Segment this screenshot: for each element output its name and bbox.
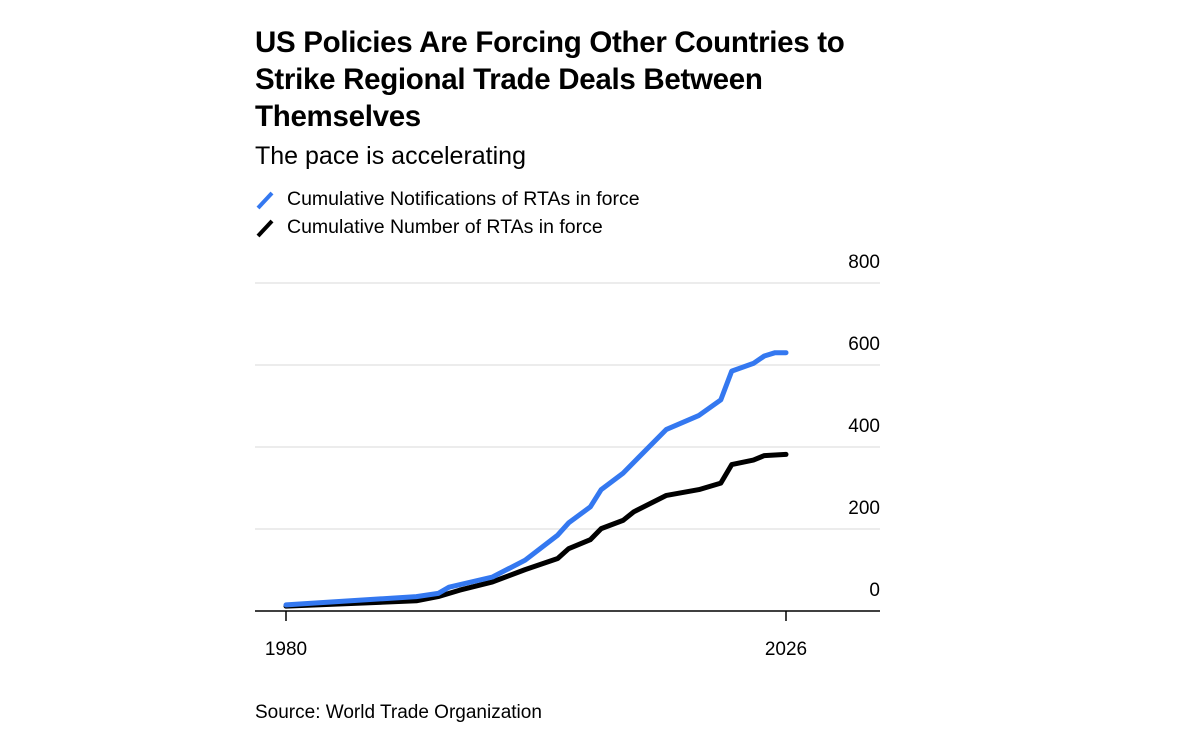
legend-label: Cumulative Notifications of RTAs in forc… (287, 188, 640, 210)
legend-label: Cumulative Number of RTAs in force (287, 216, 603, 238)
chart-title: US Policies Are Forcing Other Countries … (255, 26, 845, 133)
series-line-number-of-rtas (283, 451, 789, 609)
y-tick-label: 0 (869, 580, 880, 601)
legend-swatch-blue-icon (256, 191, 274, 209)
x-tick-label: 2026 (765, 639, 807, 660)
y-tick-label: 600 (848, 334, 880, 355)
y-tick-label: 800 (848, 252, 880, 273)
series-line-notifications (283, 350, 789, 608)
source-note: Source: World Trade Organization (255, 702, 542, 723)
x-tick-label: 1980 (265, 639, 307, 660)
y-tick-label: 400 (848, 416, 880, 437)
legend-item-number: Cumulative Number of RTAs in force (255, 216, 603, 239)
y-tick-label: 200 (848, 498, 880, 519)
legend-swatch-black-icon (256, 219, 274, 237)
chart-subtitle: The pace is accelerating (255, 142, 526, 170)
legend-item-notifications: Cumulative Notifications of RTAs in forc… (255, 188, 640, 211)
